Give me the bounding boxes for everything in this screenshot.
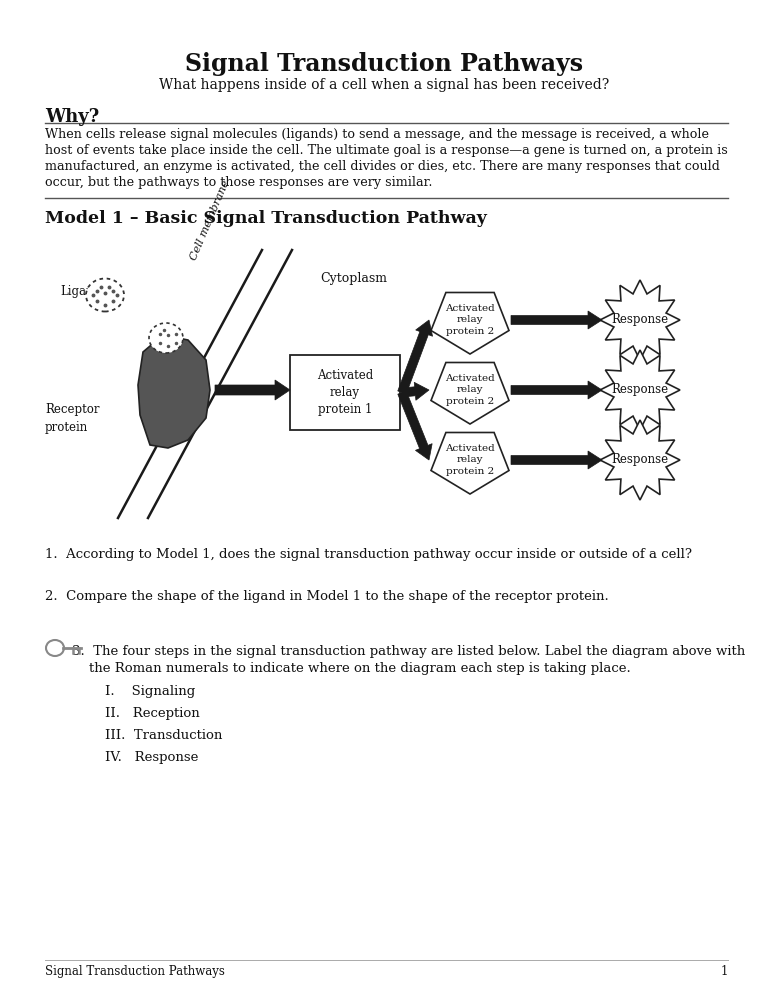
Text: Cell membrane: Cell membrane (189, 179, 231, 262)
Text: occur, but the pathways to those responses are very similar.: occur, but the pathways to those respons… (45, 176, 432, 189)
Text: IV.   Response: IV. Response (105, 751, 198, 764)
Text: Activated
relay
protein 2: Activated relay protein 2 (445, 374, 495, 407)
Polygon shape (511, 381, 602, 399)
Text: 2.  Compare the shape of the ligand in Model 1 to the shape of the receptor prot: 2. Compare the shape of the ligand in Mo… (45, 590, 609, 603)
Text: 3.  The four steps in the signal transduction pathway are listed below. Label th: 3. The four steps in the signal transduc… (72, 645, 745, 658)
Polygon shape (431, 292, 509, 354)
Text: Response: Response (611, 384, 669, 397)
Polygon shape (431, 363, 509, 424)
Text: What happens inside of a cell when a signal has been received?: What happens inside of a cell when a sig… (159, 78, 609, 92)
Text: Activated
relay
protein 2: Activated relay protein 2 (445, 304, 495, 336)
Text: Cytoplasm: Cytoplasm (320, 272, 387, 285)
Text: Model 1 – Basic Signal Transduction Pathway: Model 1 – Basic Signal Transduction Path… (45, 210, 487, 227)
Text: manufactured, an enzyme is activated, the cell divides or dies, etc. There are m: manufactured, an enzyme is activated, th… (45, 160, 720, 173)
Polygon shape (398, 320, 432, 394)
Polygon shape (431, 432, 509, 494)
Text: Why?: Why? (45, 108, 99, 126)
Text: 1: 1 (720, 965, 728, 978)
Text: II.   Reception: II. Reception (105, 707, 200, 720)
Text: I.    Signaling: I. Signaling (105, 685, 195, 698)
Text: Signal Transduction Pathways: Signal Transduction Pathways (185, 52, 583, 76)
Text: Receptor
protein: Receptor protein (45, 403, 100, 433)
Text: Activated
relay
protein 2: Activated relay protein 2 (445, 443, 495, 476)
Text: When cells release signal molecules (ligands) to send a message, and the message: When cells release signal molecules (lig… (45, 128, 709, 141)
Polygon shape (511, 311, 602, 329)
Polygon shape (600, 280, 680, 360)
Ellipse shape (86, 278, 124, 311)
Polygon shape (402, 383, 429, 401)
Text: host of events take place inside the cell. The ultimate goal is a response—a gen: host of events take place inside the cel… (45, 144, 728, 157)
Polygon shape (600, 350, 680, 430)
Text: Response: Response (611, 313, 669, 326)
Text: Signal Transduction Pathways: Signal Transduction Pathways (45, 965, 225, 978)
Polygon shape (398, 391, 432, 460)
Text: Response: Response (611, 453, 669, 466)
Polygon shape (138, 335, 210, 448)
Ellipse shape (149, 323, 183, 353)
FancyBboxPatch shape (290, 355, 400, 430)
Text: III.  Transduction: III. Transduction (105, 729, 223, 742)
Polygon shape (600, 420, 680, 500)
Text: Ligand: Ligand (60, 285, 101, 298)
Polygon shape (511, 451, 602, 469)
Polygon shape (215, 380, 290, 400)
Text: Activated
relay
protein 1: Activated relay protein 1 (317, 369, 373, 416)
Text: 1.  According to Model 1, does the signal transduction pathway occur inside or o: 1. According to Model 1, does the signal… (45, 548, 692, 561)
Text: the Roman numerals to indicate where on the diagram each step is taking place.: the Roman numerals to indicate where on … (72, 662, 631, 675)
